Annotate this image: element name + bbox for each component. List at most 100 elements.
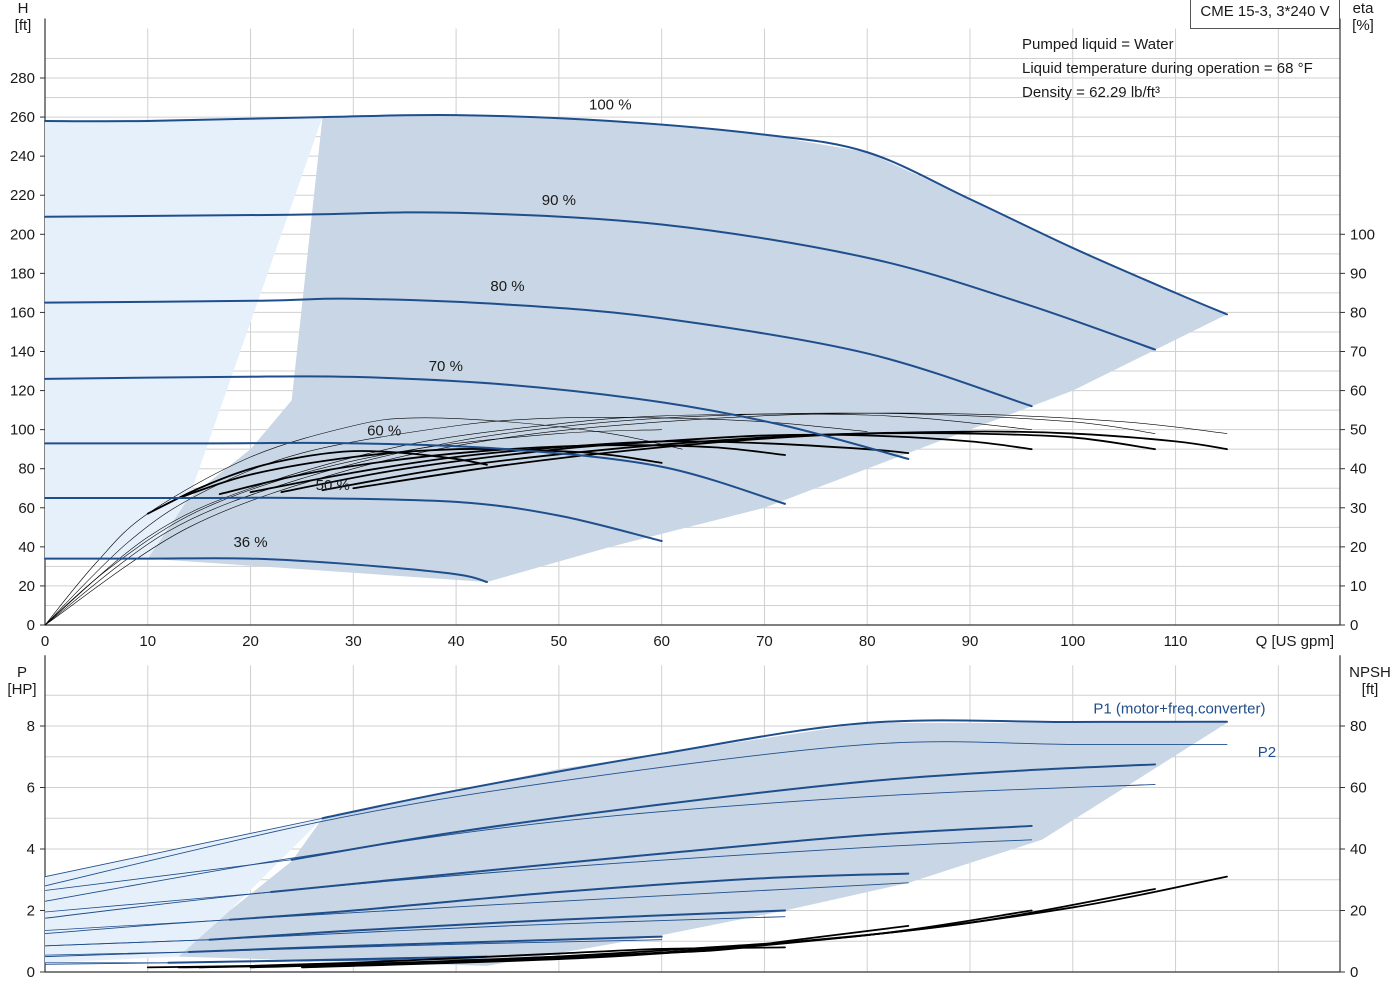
efficiency-curve-11 — [44, 412, 1156, 626]
head-curve-label-3: 80 % — [490, 278, 524, 295]
power-panel-y-tick-label: 8 — [27, 718, 35, 735]
legend-box: CME 15-3, 3*240 V — [1190, 0, 1340, 29]
head-curve-label-7: 36 % — [233, 534, 267, 551]
eta-tick-label: 40 — [1350, 461, 1367, 478]
eta-tick-label: 70 — [1350, 344, 1367, 361]
head-operating-region — [147, 115, 1227, 583]
eta-tick-label: 30 — [1350, 500, 1367, 517]
p1-curve-4 — [229, 872, 910, 921]
info-pumped-liquid: Pumped liquid = Water — [1022, 36, 1174, 53]
head-panel-y-tick-label: 60 — [18, 500, 35, 517]
power-panel-y-tick-label: 0 — [27, 964, 35, 981]
head-panel-y-tick-label: 20 — [18, 578, 35, 595]
head-panel-y-tick-label: 0 — [27, 617, 35, 634]
power-operating-region — [178, 722, 1227, 966]
eta-tick-label: 80 — [1350, 304, 1367, 321]
head-panel-x-tick-label: 60 — [653, 633, 670, 650]
head-panel-y-tick-label: 80 — [18, 461, 35, 478]
head-panel-x-tick-label: 20 — [242, 633, 259, 650]
head-panel-x-tick-label: 80 — [859, 633, 876, 650]
head-curve-label-5: 60 % — [367, 423, 401, 440]
power-panel-y-tick-label: 2 — [27, 903, 35, 920]
head-panel-x-tick-label: 10 — [139, 633, 156, 650]
p1-extension-1 — [44, 817, 323, 878]
npsh-axis-symbol: NPSH — [1349, 664, 1391, 681]
bottom-left-axis-title: P [HP] — [2, 664, 42, 698]
head-panel-x-tick-label: 30 — [345, 633, 362, 650]
head-panel-x-tick-label: 50 — [551, 633, 568, 650]
info-liquid-temperature: Liquid temperature during operation = 68… — [1022, 60, 1313, 77]
head-light-region — [45, 117, 323, 559]
eta-axis-unit: [%] — [1352, 17, 1374, 34]
power-series-label-2: P2 — [1258, 744, 1276, 761]
head-curve-3 — [44, 297, 1033, 408]
eta-tick-label: 60 — [1350, 383, 1367, 400]
head-curve-7 — [44, 557, 488, 584]
head-panel-x-tick-label: 100 — [1060, 633, 1085, 650]
head-curve-1 — [44, 113, 1228, 316]
p2-curve-5 — [44, 916, 786, 947]
p1-curve-6 — [187, 935, 663, 954]
top-left-axis-title: H [ft] — [8, 0, 38, 34]
eta-tick-label: 50 — [1350, 422, 1367, 439]
head-panel-x-axis-title: Q [US gpm] — [1256, 633, 1334, 650]
npsh-curve-5 — [301, 875, 1228, 969]
power-panel-y-tick-label: 4 — [27, 841, 35, 858]
head-panel-y-tick-label: 180 — [10, 265, 35, 282]
p1-curve-7 — [167, 955, 488, 964]
head-panel-y-tick-label: 100 — [10, 422, 35, 439]
head-panel-x-tick-label: 40 — [448, 633, 465, 650]
head-axis-symbol: H — [17, 0, 29, 17]
p2-curve-1 — [44, 741, 1228, 887]
head-curve-2 — [44, 211, 1156, 351]
eta-axis-symbol: eta — [1352, 0, 1374, 17]
head-panel-y-tick-label: 160 — [10, 304, 35, 321]
p2-curve-2 — [44, 783, 1156, 902]
head-curve-5 — [44, 441, 786, 505]
npsh-tick-label: 40 — [1350, 841, 1367, 858]
head-panel-x-tick-label: 70 — [756, 633, 773, 650]
power-panel-y-tick-label: 6 — [27, 780, 35, 797]
efficiency-curve-1 — [146, 450, 488, 515]
head-panel-y-tick-label: 220 — [10, 187, 35, 204]
efficiency-curve-2 — [177, 448, 663, 499]
efficiency-curve-9 — [44, 416, 868, 626]
head-curve-6 — [44, 496, 663, 542]
head-panel-y-tick-label: 280 — [10, 70, 35, 87]
eta-tick-label: 0 — [1350, 617, 1358, 634]
p2-curve-6 — [44, 939, 663, 958]
head-panel-x-tick-label: 110 — [1164, 633, 1188, 650]
power-axis-symbol: P — [16, 664, 27, 681]
p1-curve-2 — [290, 763, 1156, 861]
efficiency-curve-12 — [44, 412, 1228, 626]
p2-curve-4 — [44, 882, 909, 935]
eta-tick-label: 90 — [1350, 265, 1367, 282]
npsh-tick-label: 20 — [1350, 903, 1367, 920]
p2-curve-3 — [44, 839, 1033, 919]
head-panel-y-tick-label: 40 — [18, 539, 35, 556]
bottom-right-axis-title: NPSH [ft] — [1344, 664, 1396, 698]
head-panel-y-tick-label: 260 — [10, 109, 35, 126]
head-axis-unit: [ft] — [14, 17, 32, 34]
efficiency-curve-6 — [321, 432, 1156, 492]
head-panel-y-tick-label: 140 — [10, 344, 35, 361]
eta-tick-label: 100 — [1350, 226, 1375, 243]
top-right-axis-title: eta [%] — [1346, 0, 1380, 34]
npsh-axis-unit: [ft] — [1361, 681, 1379, 698]
head-curve-label-4: 70 % — [429, 358, 463, 375]
head-panel-x-tick-label: 90 — [962, 633, 979, 650]
p1-curve-3 — [270, 824, 1033, 894]
p1-extension-3 — [44, 891, 272, 913]
power-series-label-1: P1 (motor+freq.converter) — [1093, 701, 1265, 718]
head-curve-4 — [44, 375, 910, 460]
efficiency-curve-7 — [352, 430, 1228, 490]
efficiency-curve-5 — [280, 433, 1033, 494]
efficiency-curve-10 — [44, 413, 1032, 626]
efficiency-curve-13 — [44, 429, 662, 626]
npsh-tick-label: 60 — [1350, 780, 1367, 797]
eta-tick-label: 20 — [1350, 539, 1367, 556]
head-panel-x-tick-label: 0 — [41, 633, 49, 650]
p1-curve-5 — [208, 909, 786, 941]
